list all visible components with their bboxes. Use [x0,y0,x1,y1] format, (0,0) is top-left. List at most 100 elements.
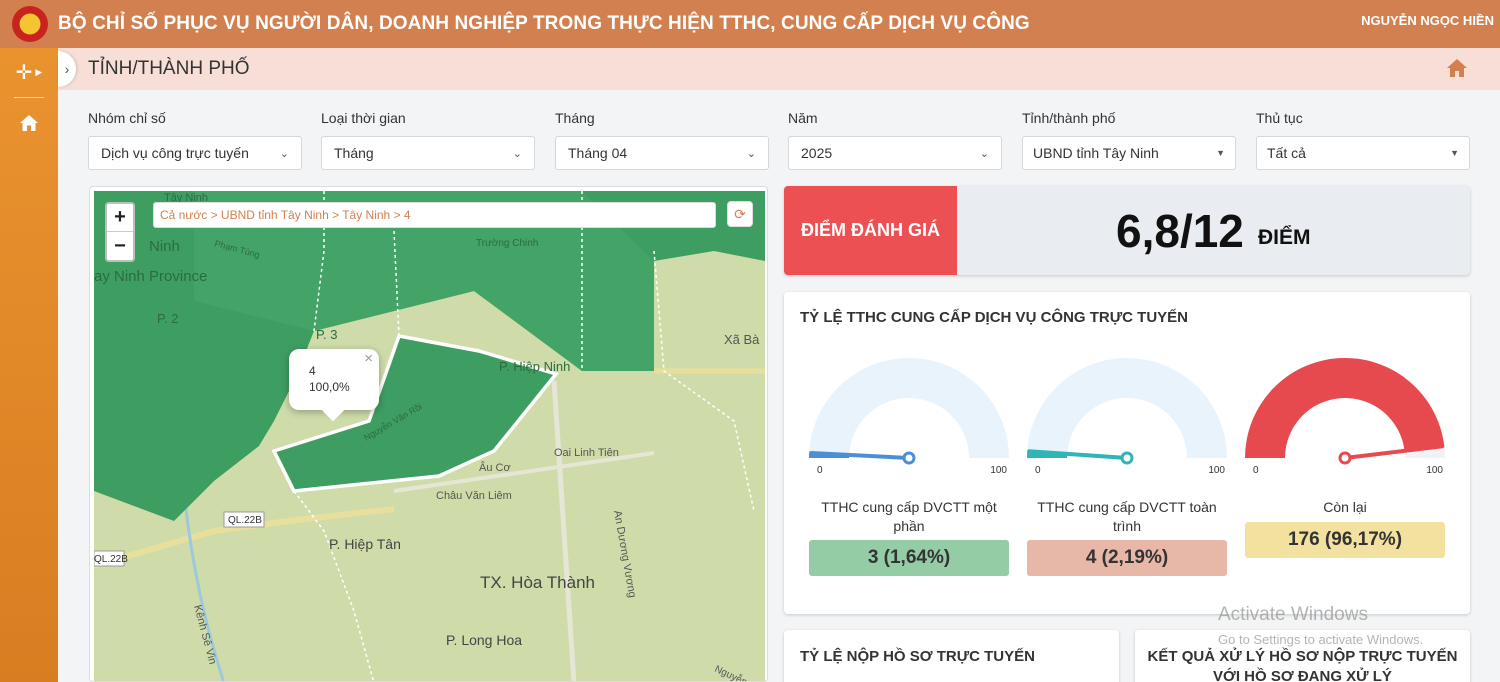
score-value: 6,8/12 [1116,205,1244,257]
month-select[interactable]: Tháng 04 ⌄ [555,136,769,170]
left-rail: ✛ ▶ [0,48,58,682]
gauge-label: Còn lại [1323,499,1367,515]
road [393,451,655,493]
map-label: P. 2 [157,311,178,326]
map-label: Tây Ninh [164,192,208,204]
chevron-down-icon: ⌄ [746,147,756,160]
gauge-hub [902,451,916,465]
caret-down-icon: ▼ [1216,148,1225,158]
gauge-min: 0 [817,465,823,476]
select-value: Tháng [334,145,374,161]
popup-region-name: 4 [309,364,316,378]
score-unit: ĐIỂM [1258,226,1311,249]
filter-label: Thủ tục [1256,110,1303,126]
zoom-control: + − [105,202,135,262]
select-value: 2025 [801,145,833,161]
top-header: ★ BỘ CHỈ SỐ PHỤC VỤ NGƯỜI DÂN, DOANH NGH… [0,0,1500,48]
map-label: Trường Chinh [476,238,538,249]
filter-index-group: Nhóm chỉ số Dịch vụ công trực tuyến ⌄ [88,110,302,170]
card-title-line: VỚI HỒ SƠ ĐANG XỬ LÝ [1213,668,1392,682]
gauge-label: TTHC cung cấp DVCTT toàn trình [1037,499,1217,534]
national-emblem-icon: ★ [12,6,48,42]
popup-close-icon[interactable]: × [364,350,373,367]
popup-region-value: 100,0% [309,380,350,394]
user-name[interactable]: NGUYỄN NGỌC HIỀN [1361,13,1494,28]
index-group-select[interactable]: Dịch vụ công trực tuyến ⌄ [88,136,302,170]
watermark-line: Activate Windows [1218,604,1368,625]
map-label: P. Long Hoa [446,632,522,648]
page-title: TỈNH/THÀNH PHỐ [88,58,250,79]
gauge-chart [1027,358,1227,465]
gauge-value: 3 (1,64%) [809,540,1009,576]
chevron-down-icon: ⌄ [279,147,289,160]
card-title-line: KẾT QUẢ XỬ LÝ HỒ SƠ NỘP TRỰC TUYẾN [1147,648,1458,665]
refresh-icon: ⟳ [734,205,746,222]
map-label: Âu Cơ [479,461,511,474]
map-label: Xã Bà [724,332,760,347]
gauge-max: 100 [990,465,1007,476]
home-button[interactable] [1446,58,1468,78]
score-card: ĐIỂM ĐÁNH GIÁ 6,8/12 ĐIỂM [784,186,1470,275]
app-title: BỘ CHỈ SỐ PHỤC VỤ NGƯỜI DÂN, DOANH NGHIỆ… [58,13,1030,34]
time-type-select[interactable]: Tháng ⌄ [321,136,535,170]
zoom-out-button[interactable]: − [114,234,126,257]
gauge-fill [1245,357,1445,458]
filter-procedure: Thủ tục Tất cả ▼ [1256,110,1470,170]
map-label: ay Ninh Province [94,268,207,285]
gauge-remaining: 0 100 Còn lại 176 (96,17%) [1245,348,1445,558]
gauge-arc [809,358,1009,458]
home-icon [20,115,38,131]
province-select[interactable]: UBND tỉnh Tây Ninh ▼ [1022,136,1236,170]
chevron-right-icon: › [64,61,70,77]
gauge-hub [1120,451,1134,465]
gauge-label: TTHC cung cấp DVCTT một phần [821,499,997,534]
map-popup: 4 100,0% × [289,349,379,422]
gauge-chart [809,358,1009,465]
filter-label: Loại thời gian [321,110,406,126]
sub-header: › TỈNH/THÀNH PHỐ [58,48,1500,90]
card-title: KẾT QUẢ XỬ LÝ HỒ SƠ NỘP TRỰC TUYẾN VỚI H… [1135,647,1470,682]
gauge-value: 176 (96,17%) [1245,522,1445,558]
chevron-down-icon: ⌄ [979,147,989,160]
filter-bar: Nhóm chỉ số Dịch vụ công trực tuyến ⌄ Loạ… [88,110,1473,170]
year-select[interactable]: 2025 ⌄ [788,136,1002,170]
selected-region-4[interactable] [271,334,559,493]
map-label: P. Hiệp Tân [329,536,401,552]
map-breadcrumb[interactable]: Cả nước > UBND tỉnh Tây Ninh > Tây Ninh … [153,202,716,228]
map-label: P. Hiệp Ninh [499,359,570,374]
card-title: TỶ LỆ TTHC CUNG CẤP DỊCH VỤ CÔNG TRỰC TU… [800,309,1189,326]
route-shield [223,511,265,528]
route-shield [94,550,125,567]
gauge-arc [1027,358,1227,458]
map-label: Châu Văn Liêm [436,490,512,502]
sidebar-expand-button[interactable]: › [58,51,76,87]
map-refresh-button[interactable]: ⟳ [727,201,753,227]
rail-home-link[interactable] [0,114,58,132]
filter-year: Năm 2025 ⌄ [788,110,1002,170]
choropleth-map[interactable]: Ninh ay Ninh Province P. 2 P. 3 Xã Bà P.… [94,191,765,682]
gauge-needle [1027,449,1129,460]
canal [182,490,225,681]
map-label: TX. Hòa Thành [480,573,595,592]
gauge-min: 0 [1035,465,1041,476]
gauge-needle [1343,444,1445,460]
rail-menu-toggle[interactable]: ✛ ▶ [14,48,44,98]
filter-time-type: Loại thời gian Tháng ⌄ [321,110,535,170]
filter-label: Tháng [555,110,595,126]
gauge-min: 0 [1253,465,1259,476]
gauge-full: 0 100 TTHC cung cấp DVCTT toàn trình 4 (… [1027,348,1227,576]
caret-right-icon: ▶ [35,67,43,77]
map-label: Oai Linh Tiên [554,447,619,459]
watermark-line: Go to Settings to activate Windows. [1218,632,1424,647]
windows-activation-watermark: Activate Windows Go to Settings to activ… [1218,604,1423,647]
zoom-in-button[interactable]: + [107,204,133,232]
online-submission-rate-card: TỶ LỆ NỘP HỒ SƠ TRỰC TUYẾN [784,630,1119,682]
gauge-chart [1245,357,1445,465]
gauge-hub [1338,451,1352,465]
boundary [293,490,375,681]
chevron-down-icon: ⌄ [512,147,522,160]
boundary [653,250,755,512]
procedure-select[interactable]: Tất cả ▼ [1256,136,1470,170]
filter-province: Tỉnh/thành phố UBND tỉnh Tây Ninh ▼ [1022,110,1236,170]
select-value: Dịch vụ công trực tuyến [101,145,249,161]
